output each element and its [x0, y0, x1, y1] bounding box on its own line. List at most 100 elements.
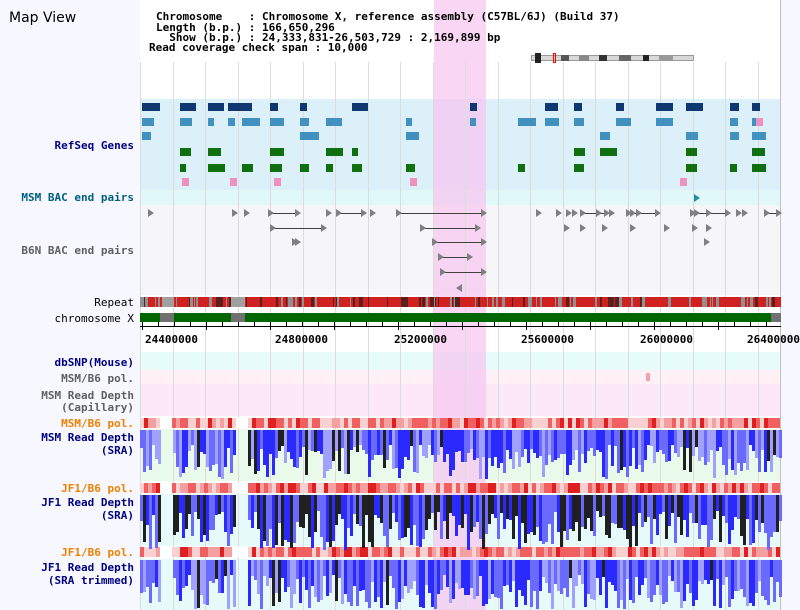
bac-end[interactable]	[764, 209, 770, 217]
gene-feature-small[interactable]	[274, 178, 281, 186]
gene-feature[interactable]	[208, 148, 221, 156]
label-jf1-depth-trim-1[interactable]: JF1 Read Depth	[41, 561, 134, 574]
gene-feature[interactable]	[730, 132, 739, 140]
bac-end[interactable]	[432, 238, 438, 246]
bac-end[interactable]	[690, 209, 696, 217]
bac-end[interactable]	[736, 209, 742, 217]
label-msm-depth-cap-1[interactable]: MSM Read Depth	[41, 389, 134, 402]
gene-feature[interactable]	[470, 103, 477, 111]
gene-feature[interactable]	[406, 164, 415, 172]
gene-feature[interactable]	[270, 103, 278, 111]
gene-feature[interactable]	[686, 103, 703, 111]
bac-end[interactable]	[438, 253, 444, 261]
bac-end[interactable]	[467, 253, 473, 261]
repeat-track[interactable]	[140, 297, 781, 307]
bac-end[interactable]	[244, 209, 250, 217]
gene-feature[interactable]	[616, 103, 624, 111]
bac-end[interactable]	[536, 209, 542, 217]
gene-feature[interactable]	[752, 148, 765, 156]
gene-feature[interactable]	[600, 148, 617, 156]
bac-end[interactable]	[232, 209, 238, 217]
gene-feature[interactable]	[300, 164, 309, 172]
label-msm-pol-2[interactable]: MSM/B6 pol.	[61, 417, 134, 430]
gene-feature[interactable]	[406, 118, 412, 126]
bac-end[interactable]	[602, 224, 608, 232]
gene-feature[interactable]	[270, 164, 282, 172]
bac-end[interactable]	[596, 209, 602, 217]
gene-feature[interactable]	[180, 148, 191, 156]
gene-feature[interactable]	[270, 148, 284, 156]
bac-end[interactable]	[481, 238, 487, 246]
label-jf1-pol-2[interactable]: JF1/B6 pol.	[61, 546, 134, 559]
bac-end[interactable]	[295, 238, 301, 246]
bac-end[interactable]	[326, 209, 332, 217]
gene-feature[interactable]	[142, 103, 160, 111]
bac-end[interactable]	[580, 224, 586, 232]
gene-feature[interactable]	[142, 118, 154, 126]
bac-end[interactable]	[420, 224, 426, 232]
gene-feature[interactable]	[242, 118, 260, 126]
bac-end[interactable]	[572, 209, 578, 217]
gene-feature[interactable]	[686, 164, 697, 172]
ideogram-position-marker[interactable]	[553, 53, 556, 63]
gene-feature[interactable]	[574, 118, 584, 126]
gene-feature[interactable]	[574, 148, 585, 156]
gene-feature[interactable]	[326, 148, 343, 156]
gene-feature[interactable]	[616, 118, 631, 126]
msm-pol-marker[interactable]	[646, 373, 650, 381]
chromosome-ideogram[interactable]	[531, 53, 694, 63]
gene-feature[interactable]	[686, 132, 698, 140]
bac-end[interactable]	[475, 224, 481, 232]
bac-end[interactable]	[725, 209, 731, 217]
label-msm-bac[interactable]: MSM BAC end pairs	[21, 191, 134, 204]
label-jf1-depth-sra-1[interactable]: JF1 Read Depth	[41, 496, 134, 509]
label-refseq[interactable]: RefSeq Genes	[54, 139, 134, 152]
gene-feature-small[interactable]	[756, 118, 763, 126]
bac-end[interactable]	[566, 209, 572, 217]
label-b6n-bac[interactable]: B6N BAC end pairs	[21, 244, 134, 257]
bac-end[interactable]	[664, 224, 670, 232]
gene-feature[interactable]	[545, 103, 558, 111]
gene-feature[interactable]	[352, 164, 362, 172]
gene-feature-small[interactable]	[230, 178, 237, 186]
gene-feature-small[interactable]	[680, 178, 687, 186]
gene-feature[interactable]	[752, 103, 760, 111]
bac-end[interactable]	[564, 224, 570, 232]
gene-feature[interactable]	[686, 148, 697, 156]
gene-feature[interactable]	[300, 103, 307, 111]
gene-feature[interactable]	[752, 132, 766, 140]
bac-end[interactable]	[580, 209, 586, 217]
gene-feature[interactable]	[300, 132, 319, 140]
gene-feature[interactable]	[180, 164, 186, 172]
gene-feature[interactable]	[574, 164, 584, 172]
gene-feature[interactable]	[656, 103, 673, 111]
gene-feature[interactable]	[228, 118, 235, 126]
bac-end[interactable]	[655, 209, 661, 217]
gene-feature[interactable]	[656, 118, 673, 126]
bac-end[interactable]	[776, 209, 782, 217]
bac-end[interactable]	[336, 209, 342, 217]
bac-end[interactable]	[268, 209, 274, 217]
gene-feature[interactable]	[574, 103, 582, 111]
label-dbsnp[interactable]: dbSNP(Mouse)	[54, 356, 134, 369]
bac-end[interactable]	[630, 209, 636, 217]
gene-feature-small[interactable]	[182, 178, 189, 186]
gene-feature[interactable]	[406, 132, 419, 140]
bac-end[interactable]	[604, 209, 610, 217]
gene-feature-small[interactable]	[410, 178, 417, 186]
gene-feature[interactable]	[180, 103, 196, 111]
gene-feature[interactable]	[600, 132, 610, 140]
gene-feature[interactable]	[326, 164, 333, 172]
bac-end[interactable]	[706, 209, 712, 217]
bac-end[interactable]	[270, 224, 276, 232]
gene-feature[interactable]	[518, 118, 536, 126]
bac-end[interactable]	[295, 209, 301, 217]
label-repeat[interactable]: Repeat	[94, 296, 134, 309]
bac-end[interactable]	[321, 224, 327, 232]
bac-end[interactable]	[626, 209, 632, 217]
gene-feature[interactable]	[326, 118, 342, 126]
gene-feature[interactable]	[300, 118, 309, 126]
gene-feature[interactable]	[208, 164, 225, 172]
bac-end[interactable]	[148, 209, 154, 217]
gene-feature[interactable]	[208, 118, 214, 126]
